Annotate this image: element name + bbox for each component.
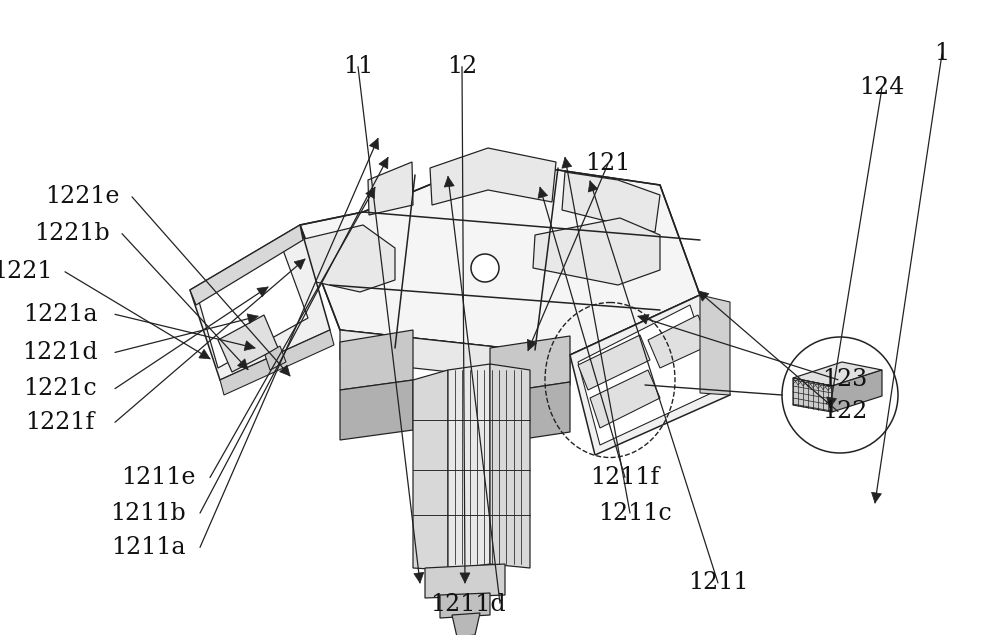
Polygon shape [490, 336, 570, 394]
Polygon shape [578, 335, 650, 390]
Text: 1221f: 1221f [25, 411, 95, 434]
Polygon shape [562, 157, 572, 168]
Polygon shape [460, 573, 470, 583]
Polygon shape [280, 365, 290, 376]
Polygon shape [578, 305, 718, 445]
Polygon shape [793, 378, 832, 412]
Polygon shape [638, 314, 649, 324]
Text: 12: 12 [447, 55, 477, 78]
Polygon shape [872, 492, 881, 503]
Text: 121: 121 [585, 152, 631, 175]
Polygon shape [490, 364, 530, 568]
Polygon shape [369, 138, 379, 150]
Polygon shape [238, 359, 248, 370]
Polygon shape [379, 157, 388, 169]
Polygon shape [562, 172, 660, 232]
Text: 1211: 1211 [688, 572, 748, 594]
Polygon shape [199, 349, 210, 359]
Polygon shape [414, 572, 424, 583]
Text: 1211d: 1211d [430, 593, 506, 616]
Polygon shape [340, 330, 413, 390]
Polygon shape [413, 370, 448, 570]
Polygon shape [368, 162, 413, 215]
Polygon shape [265, 346, 286, 370]
Polygon shape [198, 250, 308, 368]
Text: 1211f: 1211f [590, 466, 660, 489]
Circle shape [471, 254, 499, 282]
Polygon shape [257, 287, 268, 297]
Polygon shape [440, 593, 490, 618]
Text: 1: 1 [934, 43, 950, 65]
Polygon shape [590, 370, 660, 428]
Polygon shape [490, 382, 570, 444]
Polygon shape [698, 291, 709, 301]
Text: 1221c: 1221c [23, 377, 97, 400]
Polygon shape [244, 341, 255, 351]
Polygon shape [452, 613, 480, 635]
Text: 11: 11 [343, 55, 373, 78]
Text: 1221: 1221 [0, 260, 52, 283]
Polygon shape [832, 370, 882, 412]
Text: 1221a: 1221a [23, 303, 97, 326]
Text: 1211e: 1211e [121, 466, 195, 489]
Polygon shape [533, 218, 660, 285]
Polygon shape [793, 362, 882, 386]
Polygon shape [190, 225, 330, 380]
Polygon shape [444, 177, 454, 187]
Text: 1211c: 1211c [598, 502, 672, 525]
Text: 1221d: 1221d [22, 341, 98, 364]
Text: 122: 122 [822, 400, 868, 423]
Polygon shape [298, 225, 395, 292]
Polygon shape [425, 564, 505, 598]
Polygon shape [366, 187, 375, 199]
Polygon shape [430, 148, 556, 205]
Polygon shape [340, 380, 413, 440]
Polygon shape [340, 330, 570, 385]
Polygon shape [570, 295, 730, 455]
Text: 1211b: 1211b [110, 502, 186, 525]
Text: 1221e: 1221e [45, 185, 119, 208]
Circle shape [782, 337, 898, 453]
Polygon shape [538, 187, 548, 198]
Polygon shape [294, 259, 305, 269]
Text: 1211a: 1211a [111, 536, 185, 559]
Polygon shape [220, 330, 334, 395]
Text: 123: 123 [822, 368, 868, 391]
Text: 124: 124 [859, 76, 905, 99]
Polygon shape [218, 315, 278, 372]
Polygon shape [190, 225, 303, 305]
Polygon shape [700, 295, 730, 395]
Polygon shape [300, 160, 700, 355]
Polygon shape [527, 339, 537, 351]
Polygon shape [648, 315, 710, 368]
Text: 1221b: 1221b [34, 222, 110, 245]
Polygon shape [827, 397, 837, 408]
Polygon shape [247, 314, 258, 323]
Polygon shape [588, 181, 598, 192]
Polygon shape [448, 364, 490, 570]
